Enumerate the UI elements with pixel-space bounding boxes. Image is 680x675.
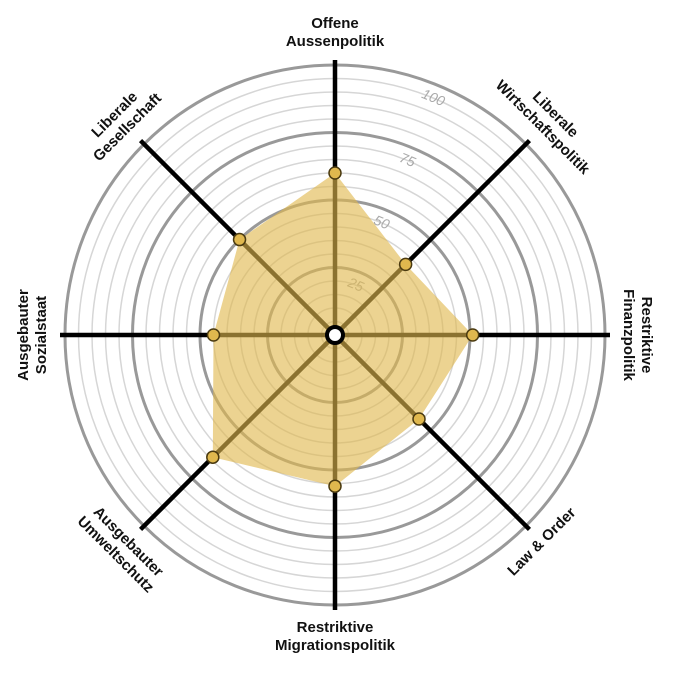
category-line: Restriktive — [638, 297, 655, 374]
data-point — [398, 257, 413, 272]
category-line: Aussenpolitik — [286, 33, 385, 50]
category-line: Migrationspolitik — [275, 637, 396, 654]
data-point — [206, 328, 221, 342]
data-point — [232, 232, 247, 247]
tick-label: 75 — [397, 149, 418, 170]
center — [325, 325, 345, 345]
category-line: Ausgebauter — [15, 289, 32, 381]
data-point — [328, 479, 342, 493]
category-line: Restriktive — [297, 619, 374, 636]
category-line: Finanzpolitik — [620, 289, 637, 381]
category-line: Sozialstaat — [33, 296, 50, 374]
data-point — [328, 166, 342, 180]
data-point — [412, 412, 426, 426]
category-line: Offene — [311, 15, 359, 32]
data-point — [465, 328, 480, 342]
data-point — [206, 450, 220, 464]
category-label: Ausgebauter Sozialstaat — [15, 289, 50, 381]
